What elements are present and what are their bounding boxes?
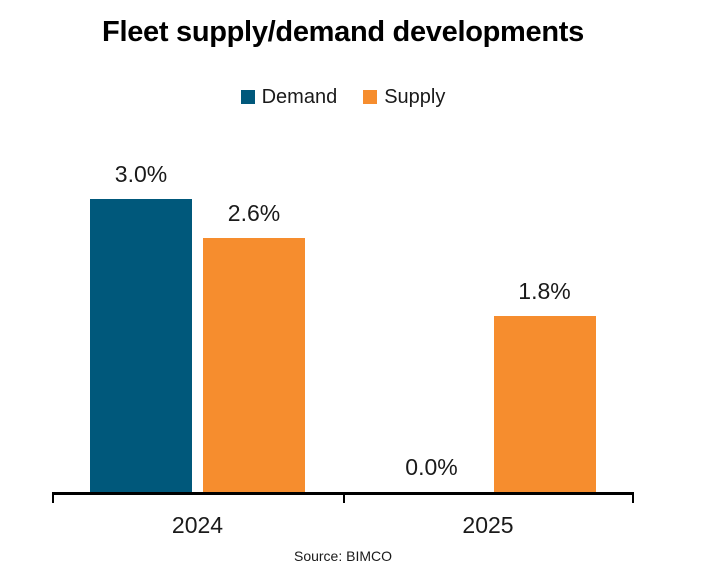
legend-label-supply: Supply	[384, 86, 446, 108]
source-caption: Source: BIMCO	[293, 548, 393, 564]
x-axis-tick	[632, 492, 634, 503]
legend-label-demand: Demand	[261, 86, 338, 108]
legend: Demand Supply	[52, 86, 634, 107]
bar-demand-2024	[90, 199, 192, 492]
bar-supply-2025	[493, 316, 596, 492]
value-label-supply-2024: 2.6%	[227, 200, 281, 226]
value-label-demand-2024: 3.0%	[114, 161, 168, 187]
legend-item-demand: Demand	[240, 86, 338, 108]
x-axis-tick	[343, 492, 345, 503]
value-label-demand-2025: 0.0%	[405, 454, 458, 480]
x-axis-tick	[52, 492, 54, 503]
legend-swatch-supply	[363, 89, 378, 104]
legend-item-supply: Supply	[363, 86, 445, 107]
category-label-2024: 2024	[171, 512, 224, 538]
chart-title: Fleet supply/demand developments	[102, 16, 584, 48]
bar-supply-2024	[203, 238, 305, 492]
legend-swatch-demand	[240, 89, 255, 104]
category-label-2025: 2025	[462, 512, 514, 538]
value-label-supply-2025: 1.8%	[518, 278, 571, 304]
